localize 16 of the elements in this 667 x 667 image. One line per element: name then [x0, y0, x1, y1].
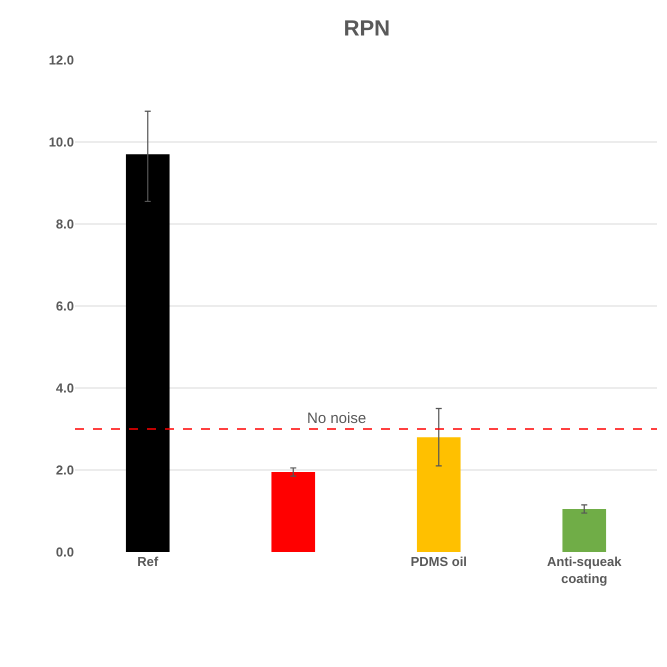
y-tick-label: 10.0 — [48, 134, 74, 150]
y-tick-label: 12.0 — [48, 52, 74, 68]
bar — [562, 508, 606, 552]
y-tick-label: 0.0 — [56, 544, 74, 560]
y-tick-label: 4.0 — [56, 380, 74, 396]
bar — [271, 472, 316, 552]
ref-line-label: No noise — [307, 410, 366, 427]
chart-title: RPN — [344, 15, 390, 40]
x-tick-label: Ref — [137, 554, 159, 569]
x-tick-label: Anti-squeak coating — [547, 554, 622, 586]
bar — [126, 154, 170, 552]
y-tick-label: 8.0 — [56, 216, 74, 232]
y-tick-label: 6.0 — [56, 298, 74, 314]
x-tick-label: PDMS oil — [410, 554, 467, 569]
bar — [416, 437, 461, 552]
y-tick-label: 2.0 — [56, 462, 74, 478]
